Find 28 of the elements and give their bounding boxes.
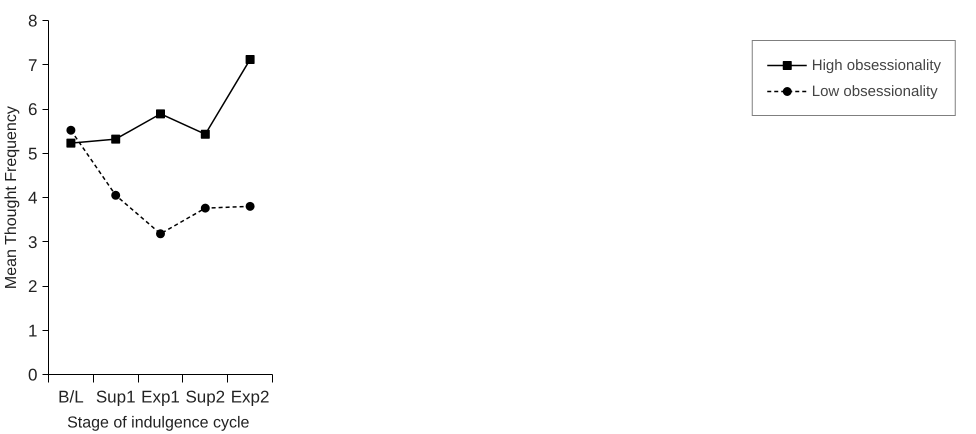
point — [111, 190, 120, 200]
x-axis-title: Stage of indulgence cycle — [67, 414, 250, 432]
legend-label: Low obsessionality — [812, 82, 938, 100]
x-tick-label: Sup1 — [96, 388, 136, 406]
point — [200, 204, 210, 213]
x-tick-label: Exp1 — [141, 388, 180, 406]
point — [111, 134, 120, 144]
y-tick-label: 1 — [28, 321, 38, 340]
y-tick-label: 2 — [28, 277, 38, 296]
point — [66, 138, 76, 148]
y-tick-label: 5 — [28, 144, 38, 164]
point — [246, 54, 255, 64]
legend-label: High obsessionality — [812, 56, 941, 74]
x-tick-label: Sup2 — [185, 388, 226, 406]
y-tick-label: 0 — [28, 366, 38, 384]
x-tick-label: Exp2 — [230, 388, 270, 406]
x-tick-label: B/L — [58, 388, 84, 406]
point — [66, 126, 76, 135]
point — [200, 130, 210, 139]
y-tick-label: 8 — [28, 12, 38, 30]
point — [156, 109, 165, 118]
y-tick-label: 3 — [28, 232, 38, 252]
y-tick-label: 4 — [28, 188, 38, 208]
point — [246, 202, 255, 211]
y-tick-label: 6 — [28, 100, 38, 119]
y-axis-title: Mean Thought Frequency — [3, 106, 20, 290]
point — [156, 229, 165, 238]
y-tick-label: 7 — [28, 56, 38, 75]
